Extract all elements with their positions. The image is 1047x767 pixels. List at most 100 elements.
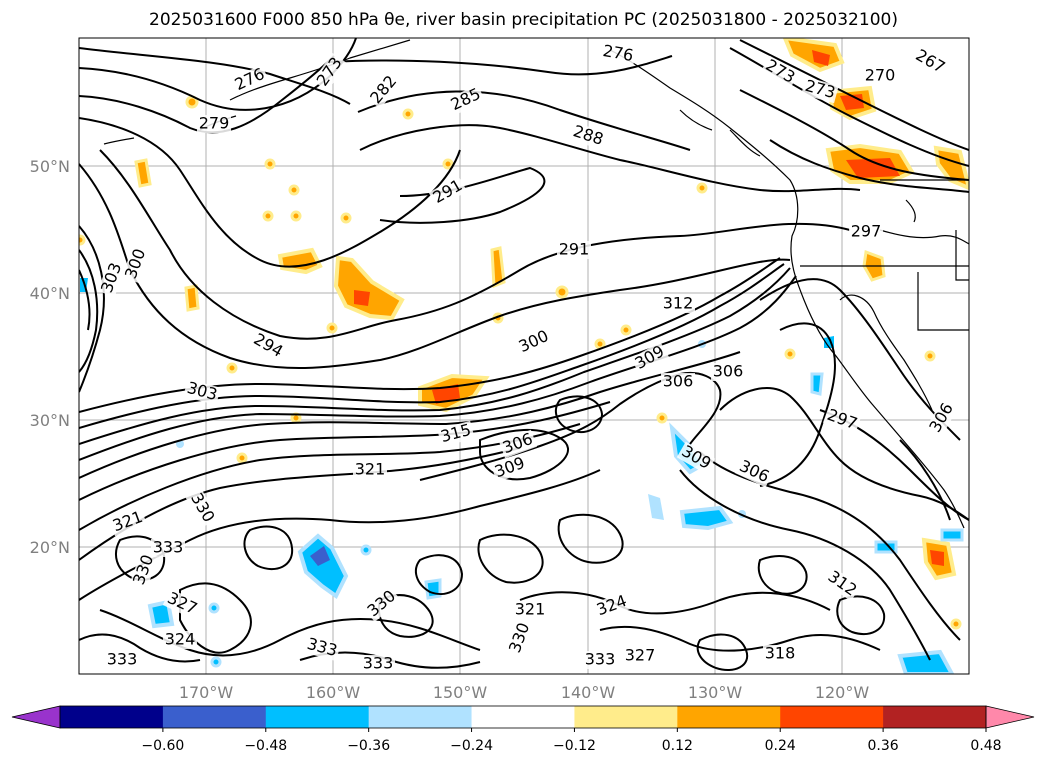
contour-label-bg [498,429,538,459]
map-title: 2025031600 F000 850 hPa θe, river basin … [149,10,898,30]
contour-label: 333 [153,538,184,557]
contour-label-bg [105,651,139,669]
contour-label-bg [734,456,774,488]
contour-label-bg [151,539,185,557]
lon-label: 150°W [433,683,488,702]
colorbar-extend-high [985,705,1035,729]
contour-label-bg [312,52,348,92]
contour-label-bg [437,420,475,448]
contour-label-bg [910,45,950,79]
contour-label-bg [490,453,530,483]
contour-label-bg [183,378,221,406]
contour-label-bg [849,223,883,241]
colorbar-tick-label: 0.36 [868,738,899,754]
colorbar-swatch [162,706,267,728]
contour-label-bg [863,67,897,85]
colorbar-tick-label: 0.12 [662,738,693,754]
plot-frame [78,37,970,675]
lon-axis: 170°W 160°W 150°W 140°W 130°W 120°W [179,683,870,702]
contour-label: 297 [851,222,882,241]
lat-axis: 50°N 40°N 30°N 20°N [30,157,70,557]
lon-label: 160°W [306,683,361,702]
contour-label-bg [162,588,202,620]
contour-label-bg [676,441,716,475]
colorbar: −0.60 −0.48 −0.36 −0.24 −0.12 0.12 0.24 0.36 0.4… [11,705,1035,754]
graticule [79,38,969,674]
contour-label-bg [569,122,607,150]
contour-label-bg [661,295,695,313]
colorbar-outline [59,705,987,729]
contour-label-bg [353,461,387,479]
contour-label-bg [446,84,486,116]
contour-label: 318 [765,644,796,663]
colorbar-swatch [60,706,164,728]
colorbar-swatch [780,706,884,728]
contour-label-bg [801,76,839,104]
colorbar-swatch [677,706,781,728]
contour-label-bg [361,655,395,673]
colorbar-tick-label: −0.36 [347,738,390,754]
lon-label: 140°W [561,683,616,702]
contour-label: 279 [199,114,230,133]
negative-precip-patches [80,278,964,674]
colorbar-tick-label: −0.24 [450,738,493,754]
contour-label-bg [513,601,547,619]
contour-label-bg [505,618,535,658]
colorbar-tick-label: −0.60 [141,738,184,754]
contour-label: 270 [865,66,896,85]
colorbar-tick-label: −0.12 [553,738,596,754]
contour-label: 321 [355,460,386,479]
colorbar-swatch [368,706,473,728]
contour-label-bg [630,341,670,375]
lon-label: 120°W [815,683,870,702]
contour-label: 324 [165,630,196,649]
contour-label-bg [428,175,468,209]
contour-label-bg [303,634,341,662]
contour-label-bg [248,329,288,363]
contour-label-bg [711,363,745,381]
colorbar-extend-low [11,705,61,729]
contour-label: 333 [107,650,138,669]
contour-label-bg [925,398,959,438]
contour-label-bg [599,42,637,66]
positive-precip-patches [79,38,969,630]
contour-label: 312 [663,294,694,313]
contour-label-bg [129,550,159,590]
colorbar-swatch [471,706,575,728]
coastlines [103,39,969,529]
contour-label-bg [366,71,402,109]
colorbar-tick-label: 0.24 [765,738,796,754]
contour-label-bg [557,241,591,259]
contour-label-bg [822,405,862,435]
contour-label-bg [623,647,657,665]
contour-label-bg [185,488,219,528]
colorbar-swatch [883,706,987,728]
colorbar-swatch [574,706,678,728]
contour-label-bg [592,591,632,621]
contour-label-bg [230,64,270,96]
contour-label: 333 [585,650,616,669]
contour-label-bg [760,55,800,89]
lat-label: 20°N [30,538,70,557]
lon-label: 130°W [688,683,743,702]
contour-label: 333 [363,654,394,673]
contour-label-bg [514,326,554,358]
colorbar-tick-label: −0.48 [244,738,287,754]
colorbar-tick-label: 0.48 [970,738,1001,754]
contour-label-bg [163,631,197,649]
contour-label-bg [197,115,231,133]
contour-label-bg [661,373,695,391]
contour-label-bg [583,651,617,669]
contour-label-bg [121,244,151,284]
colorbar-swatch [265,706,370,728]
contour-label: 321 [515,600,546,619]
contour-label-bg [763,645,797,663]
contour-label-bg [108,507,148,537]
contour-label: 291 [559,240,590,259]
contour-label-bg [822,566,862,602]
lat-label: 30°N [30,411,70,430]
contour-label: 306 [663,372,694,391]
lat-label: 40°N [30,284,70,303]
